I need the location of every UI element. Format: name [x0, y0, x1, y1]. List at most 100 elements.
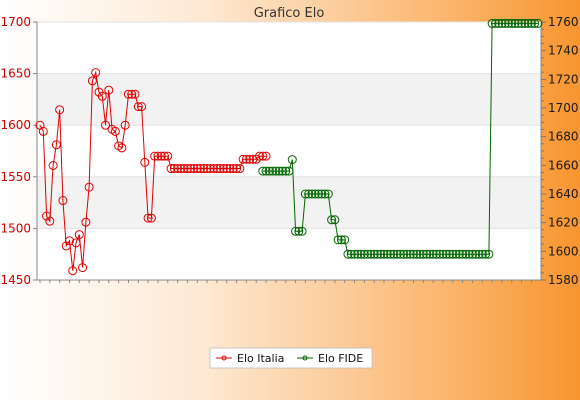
data-point-elo-fide: [477, 249, 487, 259]
data-point-elo-italia: [84, 182, 94, 192]
data-point-elo-italia: [117, 143, 127, 153]
legend-marker-elo-italia: [221, 355, 227, 361]
data-point-elo-fide: [353, 249, 363, 259]
data-point-elo-fide: [431, 249, 441, 259]
data-point-elo-fide: [448, 249, 458, 259]
data-point-elo-fide: [402, 249, 412, 259]
data-point-elo-italia: [137, 102, 147, 112]
data-point-elo-italia: [189, 164, 199, 174]
data-point-elo-fide: [281, 166, 291, 176]
data-point-elo-fide: [507, 18, 517, 28]
data-point-elo-italia: [245, 154, 255, 164]
data-point-elo-italia: [101, 120, 111, 130]
data-point-elo-fide: [481, 249, 491, 259]
plot-band: [37, 73, 541, 126]
data-point-elo-italia: [225, 164, 235, 174]
data-point-elo-italia: [127, 89, 137, 99]
data-point-elo-italia: [123, 89, 133, 99]
data-point-elo-fide: [520, 18, 530, 28]
plot-background: [37, 22, 541, 280]
data-point-elo-fide: [261, 166, 271, 176]
data-point-elo-italia: [179, 164, 189, 174]
data-point-elo-fide: [363, 249, 373, 259]
data-point-elo-fide: [445, 249, 455, 259]
data-point-elo-fide: [287, 155, 297, 165]
data-point-elo-fide: [330, 215, 340, 225]
data-point-elo-fide: [323, 189, 333, 199]
data-point-elo-italia: [58, 196, 68, 206]
y-right-tick-label: 1640: [548, 187, 579, 201]
data-point-elo-italia: [176, 164, 186, 174]
data-point-elo-fide: [376, 249, 386, 259]
data-point-elo-fide: [464, 249, 474, 259]
data-point-elo-fide: [497, 18, 507, 28]
data-point-elo-italia: [186, 164, 196, 174]
data-point-elo-fide: [313, 189, 323, 199]
data-point-elo-italia: [163, 151, 173, 161]
data-point-elo-italia: [255, 151, 265, 161]
data-point-elo-italia: [228, 164, 238, 174]
data-point-elo-fide: [484, 249, 494, 259]
legend-box: [209, 347, 373, 369]
data-point-elo-fide: [386, 249, 396, 259]
data-point-elo-fide: [274, 166, 284, 176]
data-point-elo-italia: [169, 164, 179, 174]
data-point-elo-italia: [160, 151, 169, 161]
data-point-elo-italia: [258, 151, 268, 161]
data-point-elo-fide: [526, 18, 536, 28]
data-point-elo-fide: [297, 226, 307, 236]
data-point-elo-italia: [215, 164, 225, 174]
data-point-elo-fide: [454, 249, 464, 259]
data-point-elo-italia: [238, 154, 248, 164]
y-right-tick-label: 1680: [548, 130, 579, 144]
data-point-elo-italia: [235, 164, 245, 174]
y-left-tick-label: 1500: [0, 221, 31, 235]
data-point-elo-fide: [320, 189, 330, 199]
y-right-tick-label: 1580: [548, 273, 579, 287]
data-point-elo-italia: [38, 126, 48, 136]
data-point-elo-italia: [71, 238, 81, 248]
data-point-elo-fide: [382, 249, 392, 259]
data-point-elo-fide: [438, 249, 448, 259]
data-point-elo-fide: [405, 249, 415, 259]
data-point-elo-fide: [294, 226, 304, 236]
data-point-elo-italia: [261, 151, 271, 161]
data-point-elo-fide: [530, 18, 540, 28]
data-point-elo-fide: [258, 166, 268, 176]
data-point-elo-italia: [110, 126, 120, 136]
y-right-tick-label: 1720: [548, 72, 579, 86]
y-left-tick-label: 1550: [0, 170, 31, 184]
data-point-elo-fide: [399, 249, 409, 259]
data-point-elo-fide: [510, 18, 520, 28]
data-point-elo-italia: [42, 211, 52, 221]
data-point-elo-italia: [133, 102, 143, 112]
data-point-elo-italia: [156, 151, 166, 161]
data-point-elo-fide: [500, 18, 510, 28]
data-point-elo-italia: [140, 157, 150, 167]
chart-title: Grafico Elo: [254, 6, 325, 21]
data-point-elo-fide: [395, 249, 405, 259]
y-right-tick-label: 1660: [548, 158, 579, 172]
data-point-elo-fide: [415, 249, 425, 259]
y-left-tick-label: 1650: [0, 67, 31, 81]
y-left-tick-label: 1600: [0, 118, 31, 132]
data-point-elo-fide: [310, 189, 320, 199]
data-point-elo-fide: [474, 249, 484, 259]
data-point-elo-italia: [209, 164, 219, 174]
data-point-elo-italia: [78, 263, 88, 273]
data-point-elo-italia: [81, 217, 91, 227]
data-point-elo-fide: [264, 166, 274, 176]
y-right-tick-label: 1740: [548, 44, 579, 58]
data-point-elo-fide: [461, 249, 471, 259]
data-point-elo-fide: [268, 166, 278, 176]
data-point-elo-fide: [533, 18, 543, 28]
data-point-elo-fide: [291, 226, 301, 236]
legend-label-elo-fide: Elo FIDE: [318, 352, 363, 365]
data-point-elo-fide: [300, 189, 310, 199]
data-point-elo-fide: [317, 189, 327, 199]
data-point-elo-fide: [494, 18, 504, 28]
data-point-elo-fide: [523, 18, 533, 28]
data-point-elo-italia: [143, 213, 153, 223]
data-point-elo-italia: [146, 213, 156, 223]
